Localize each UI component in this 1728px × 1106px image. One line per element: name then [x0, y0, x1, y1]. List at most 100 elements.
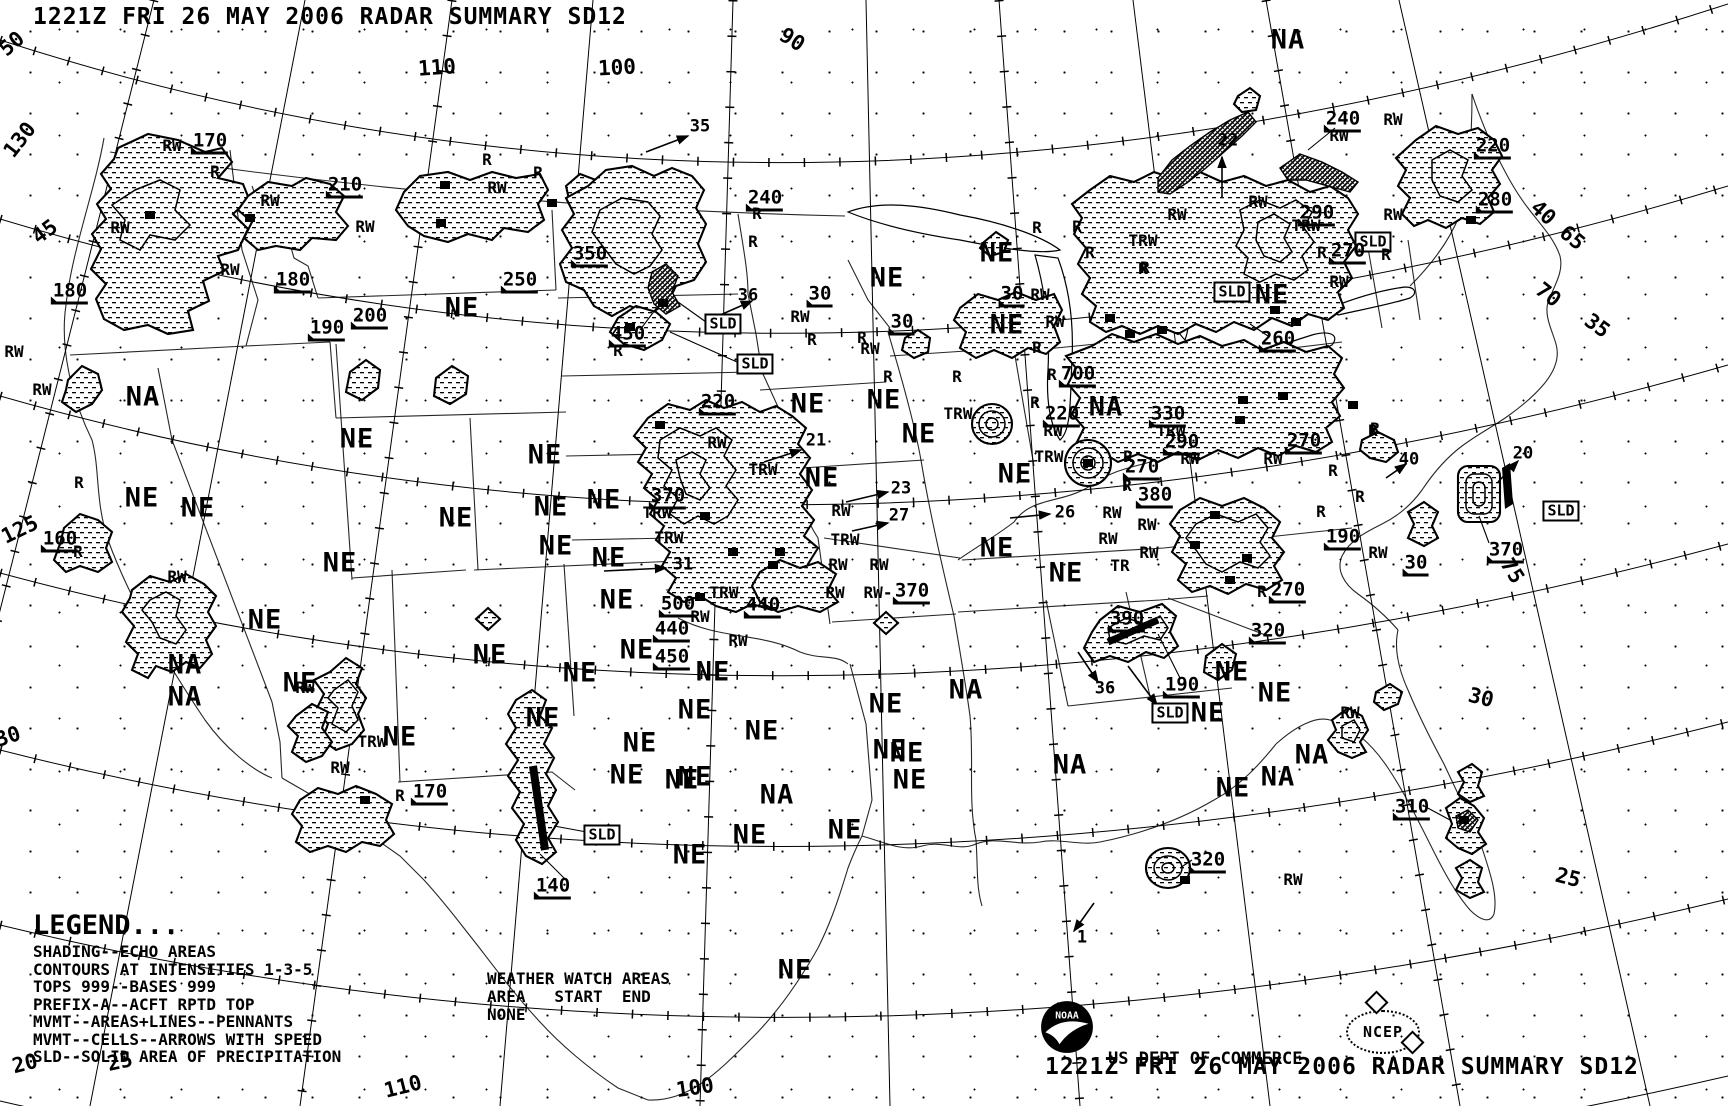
area-status-label: NE [444, 292, 480, 324]
echo-tops-label: 310 [1392, 797, 1431, 821]
precip-type-label: RW [1137, 515, 1157, 534]
precip-type-label: RW [1329, 126, 1349, 145]
echo-tops-label: 200 [350, 306, 389, 330]
echo-tops-label: 240 [745, 188, 784, 212]
area-status-label: NE [827, 814, 863, 846]
echo-areas [52, 86, 1513, 900]
precip-type-label: R [1140, 258, 1150, 277]
area-status-label: NE [438, 502, 474, 534]
echo-tops-label: 180 [273, 270, 312, 294]
cell-speed-label: 26 [1054, 502, 1076, 523]
sld-box-label: SLD [704, 313, 742, 335]
watch-columns: AREA START END [487, 987, 651, 1006]
precip-type-label: RW [1368, 543, 1388, 562]
area-status-label: NE [732, 819, 768, 851]
precip-type-label: RW [162, 136, 182, 155]
area-status-label: NA [759, 779, 795, 811]
echo-tops-label: 330 [1148, 404, 1187, 428]
area-status-label: NE [868, 688, 904, 720]
echo-tops-label: 350 [570, 244, 609, 268]
precip-type-label: RW [1098, 529, 1118, 548]
precip-type-label: RW [1383, 110, 1403, 129]
area-status-label: NA [1270, 24, 1306, 56]
echo-tops-label: 170 [410, 782, 449, 806]
precip-type-label: R [1381, 245, 1391, 264]
precip-type-label: R [1030, 393, 1040, 412]
precip-type-label: RW [831, 501, 851, 520]
echo-tops-label: 30 [1402, 553, 1429, 577]
area-status-label: NE [322, 547, 358, 579]
chart-title-top: 1221Z FRI 26 MAY 2006 RADAR SUMMARY SD12 [33, 4, 627, 30]
cell-speed-label: 1 [1076, 927, 1088, 948]
precip-type-label: RW [4, 342, 24, 361]
agency-text: US DEPT OF COMMERCE NOAA/NWS/NCEP WASHIN… [1108, 1004, 1354, 1106]
precip-type-label: RW [1030, 285, 1050, 304]
area-status-label: NE [124, 482, 160, 514]
precip-type-label: RW [32, 380, 52, 399]
precip-type-label: RW [1248, 192, 1268, 211]
precip-type-label: RW [869, 555, 889, 574]
area-status-label: NE [619, 634, 655, 666]
precip-type-label: RW [1283, 870, 1303, 889]
precip-type-label: R [73, 542, 83, 561]
echo-tops-label: 30 [888, 312, 915, 336]
echo-tops-label: 220 [1042, 404, 1081, 428]
area-status-label: NE [869, 262, 905, 294]
precip-type-label: RW [1102, 503, 1122, 522]
precip-type-label: R [883, 367, 893, 386]
precip-type-label: R [395, 786, 405, 805]
echo-tops-label: 220 [1473, 136, 1512, 160]
cell-speed-label: 35 [689, 116, 711, 137]
grid-coordinate-label: 100 [597, 54, 637, 81]
precip-type-label: RW [330, 758, 350, 777]
precip-type-label: TRW [1156, 421, 1186, 440]
precip-type-label: RW [790, 307, 810, 326]
grid-coordinate-label: 30 [1465, 682, 1497, 713]
precip-type-label: R [210, 162, 220, 181]
watch-value: NONE [487, 1005, 526, 1024]
precip-type-label: TRW [357, 732, 387, 751]
echo-tops-label: 220 [698, 392, 737, 416]
noaa-logo-text: NOAA [1055, 1010, 1079, 1021]
area-status-label: NA [167, 649, 203, 681]
cell-speed-label: 22 [1217, 130, 1239, 151]
area-status-label: NA [1260, 761, 1296, 793]
echo-tops-label: 370 [892, 581, 931, 605]
area-status-label: NE [609, 759, 645, 791]
echo-tops-label: 320 [1248, 621, 1287, 645]
area-status-label: NA [1294, 739, 1330, 771]
area-status-label: NE [1257, 677, 1293, 709]
precip-type-label: RW [707, 433, 727, 452]
legend-line: MVMT--AREAS+LINES--PENNANTS [33, 1012, 294, 1031]
precip-type-label: RW [1180, 449, 1200, 468]
chart-title-bottom: 1221Z FRI 26 MAY 2006 RADAR SUMMARY SD12 [1045, 1054, 1639, 1080]
echo-tops-label: 160 [40, 529, 79, 553]
precip-type-label: TRW [830, 530, 860, 549]
area-status-label: NA [125, 381, 161, 413]
precip-type-label: R [613, 341, 623, 360]
area-status-label: NE [339, 423, 375, 455]
area-status-label: NA [167, 681, 203, 713]
precip-type-label: R [1317, 243, 1327, 262]
cell-speed-label: 40 [1398, 449, 1420, 470]
precip-type-label: RW [1263, 449, 1283, 468]
weather-watch-block: WEATHER WATCH AREAS AREA START END NONE [487, 970, 670, 1024]
precip-type-label: R [1257, 582, 1267, 601]
echo-tops-label: 450 [652, 647, 691, 671]
area-status-label: NE [979, 237, 1015, 269]
echo-tops-label: 30 [998, 284, 1025, 308]
echo-tops-label: 170 [190, 131, 229, 155]
area-status-label: NE [1254, 279, 1290, 311]
area-status-label: NE [382, 721, 418, 753]
precip-type-label: TRW [709, 583, 739, 602]
precip-type-label: R [752, 204, 762, 223]
precip-type-label: RW [860, 339, 880, 358]
precip-type-label: TRW [642, 503, 672, 522]
cell-speed-label: 31 [672, 554, 694, 575]
area-status-label: NE [777, 954, 813, 986]
precip-type-label: RW [487, 178, 507, 197]
sld-box-label: SLD [1151, 702, 1189, 724]
area-status-label: NE [533, 491, 569, 523]
precip-type-label: TRW [748, 460, 778, 479]
